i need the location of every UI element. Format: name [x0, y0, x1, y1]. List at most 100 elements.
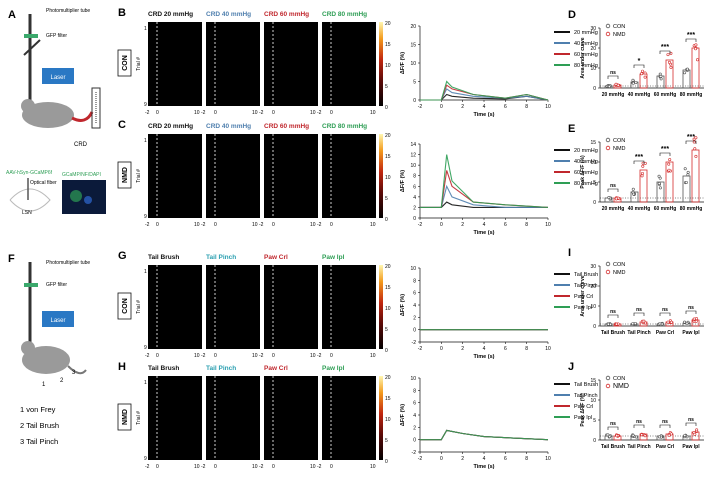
colorbar-tick: 15	[385, 285, 391, 291]
y-tick-label: 20	[410, 24, 416, 30]
colorbar-tick: 15	[385, 154, 391, 160]
data-point	[615, 322, 619, 326]
heatmap-bg	[264, 265, 318, 349]
y-tick-label: 10	[410, 266, 416, 272]
y-tick-label: 0	[413, 328, 416, 334]
legend-label: Tail Pinch	[574, 283, 598, 289]
colorbar	[379, 265, 383, 349]
category-label: Paw Crl	[656, 330, 675, 336]
panel-f: F Laser Photomultiplier tube GFP filter …	[8, 253, 90, 446]
x-tick-label: 6	[504, 104, 507, 110]
data-point	[667, 433, 671, 437]
heatmap	[148, 134, 202, 218]
heatmap-title: Tail Pinch	[206, 254, 236, 261]
group-label-box	[117, 403, 132, 431]
sig-label: ns	[636, 307, 642, 313]
y-axis-label: ΔF/F (%)	[400, 170, 406, 192]
group-label-box	[117, 161, 132, 189]
panel-letter-d: D	[568, 9, 576, 21]
legend-label: 80 mmHg	[574, 63, 598, 69]
legend-label: Tail Pinch	[574, 393, 598, 399]
data-point	[632, 192, 636, 196]
data-point	[615, 434, 619, 438]
y-tick-label: 20	[590, 46, 596, 52]
legend-label: CON	[613, 376, 625, 382]
y-tick-label: 2	[413, 425, 416, 431]
laser-label-f: Laser	[50, 318, 65, 324]
y-axis-label: Peak ΔF/F (%)	[580, 393, 586, 427]
y-tick-label: 0	[593, 324, 596, 330]
x-axis-label: Time (s)	[474, 354, 495, 360]
y-tick-label: 8	[413, 388, 416, 394]
sig-bracket	[685, 140, 697, 144]
heatmap	[264, 134, 318, 218]
group-label-box	[117, 49, 132, 77]
y-tick-label: 4	[413, 195, 416, 201]
data-point	[631, 78, 635, 82]
heatmap-title: CRD 40 mmHg	[206, 123, 251, 130]
group-label: CON	[122, 55, 129, 71]
sig-label: ***	[687, 32, 695, 39]
y-tick-label: 0	[413, 438, 416, 444]
data-point	[685, 67, 689, 71]
y-tick-label: 15	[410, 43, 416, 49]
panel-letter-c: C	[118, 119, 126, 131]
heatmap	[206, 376, 260, 460]
heatmap-title: Paw Ipl	[322, 254, 345, 261]
heatmap-ytick: 9	[144, 214, 147, 220]
panel-a: A Laser Photomultiplier tube GFP filter …	[6, 8, 106, 216]
sig-bracket	[685, 310, 697, 314]
series-line	[420, 154, 549, 208]
sig-label: ***	[661, 146, 669, 153]
x-tick-label: 2	[461, 346, 464, 352]
data-point	[694, 136, 698, 140]
data-point	[657, 435, 661, 439]
x-tick-label: 6	[504, 346, 507, 352]
heatmap-bg	[206, 265, 260, 349]
heatmap-xtick: 0	[272, 464, 275, 470]
sig-label: ns	[688, 417, 694, 423]
data-point	[642, 319, 646, 323]
colorbar-tick: 5	[385, 84, 388, 90]
group-label: CON	[122, 298, 129, 314]
data-point	[641, 164, 645, 168]
optical-fiber-label: Optical fiber	[30, 180, 57, 186]
y-tick-label: 10	[590, 66, 596, 72]
x-tick-label: 6	[504, 222, 507, 228]
y-tick-label: 14	[410, 142, 416, 148]
heatmap-xtick: 10 -2	[252, 222, 264, 228]
heatmap	[322, 22, 376, 106]
heatmap-ytick: 1	[144, 380, 147, 386]
colorbar-tick: 10	[385, 175, 391, 181]
sig-bracket	[607, 75, 619, 79]
data-point	[606, 433, 610, 437]
heatmap-bg	[148, 134, 202, 218]
x-tick-label: 8	[525, 456, 528, 462]
heatmap-bg	[206, 22, 260, 106]
category-label: 40 mmHg	[628, 92, 651, 98]
y-tick-label: 5	[593, 418, 596, 424]
category-label: 20 mmHg	[602, 92, 625, 98]
data-point	[695, 428, 699, 432]
data-point	[634, 435, 638, 439]
histology-label: GCaMP/NF/DAPI	[62, 172, 101, 178]
data-point	[666, 53, 670, 57]
heatmap-ylabel: Trial #	[136, 169, 142, 183]
heatmap-title: CRD 60 mmHg	[264, 123, 309, 130]
heatmap	[322, 265, 376, 349]
x-tick-label: 4	[483, 456, 486, 462]
heatmap	[322, 376, 376, 460]
pmt-label: Photomultiplier tube	[46, 8, 90, 14]
heatmap-bg	[264, 22, 318, 106]
y-axis-label: Peak ΔF/F (%)	[580, 155, 586, 189]
histology-dapi	[84, 196, 92, 204]
data-point	[643, 434, 647, 438]
heatmap-xtick: 10 -2	[252, 110, 264, 116]
data-point	[634, 81, 638, 85]
lsn-label: LSN	[22, 210, 32, 216]
x-tick-label: 6	[504, 456, 507, 462]
heatmap-xtick: 0	[272, 222, 275, 228]
y-tick-label: 0	[593, 86, 596, 92]
legend-label: Tail Brush	[574, 272, 598, 278]
